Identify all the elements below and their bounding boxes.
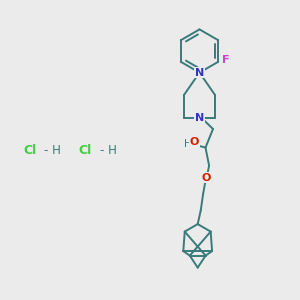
Text: F: F: [222, 55, 230, 65]
Text: Cl: Cl: [79, 143, 92, 157]
Text: H: H: [184, 139, 191, 149]
Text: - H: - H: [100, 143, 116, 157]
Text: O: O: [201, 172, 211, 183]
Text: O: O: [190, 136, 199, 147]
Text: N: N: [195, 112, 204, 123]
Text: - H: - H: [44, 143, 61, 157]
Text: N: N: [195, 68, 204, 78]
Text: Cl: Cl: [23, 143, 37, 157]
